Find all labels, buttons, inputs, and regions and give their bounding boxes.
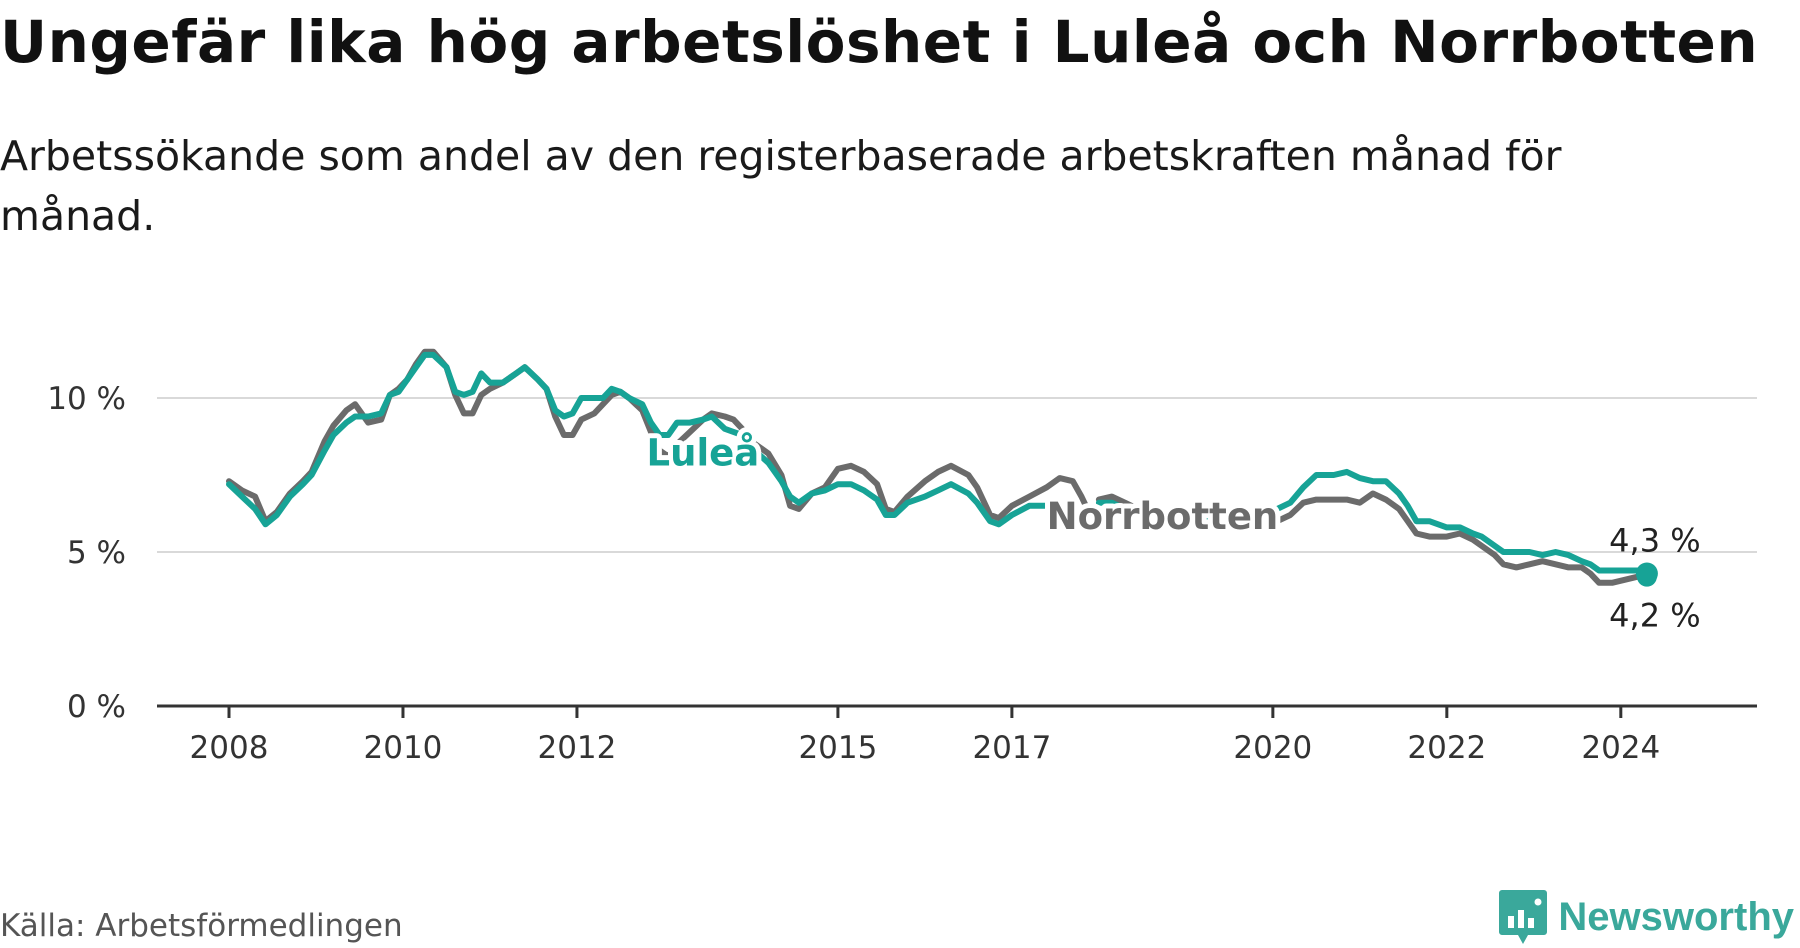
brand-name: Newsworthy [1558, 894, 1794, 939]
x-tick-label: 2015 [798, 730, 877, 766]
end-label-lulea: 4,3 % [1609, 522, 1700, 560]
x-tick-label: 2010 [364, 730, 443, 766]
series-line-lulea [226, 351, 1650, 577]
series-label-lulea: Luleå [647, 431, 760, 474]
x-tick-label: 2024 [1581, 730, 1660, 766]
x-tick-label: 2020 [1233, 730, 1312, 766]
series-line-norrbotten [226, 348, 1650, 586]
series-lines [226, 348, 1658, 587]
page-subtitle: Arbetssökande som andel av den registerb… [0, 132, 1562, 240]
page-title: Ungefär lika hög arbetslöshet i Luleå oc… [0, 8, 1759, 76]
x-tick-label: 2022 [1407, 730, 1486, 766]
x-tick-label: 2017 [972, 730, 1051, 766]
series-label-norrbotten: Norrbotten [1047, 495, 1279, 538]
gridlines [157, 397, 1757, 553]
source-note: Källa: Arbetsförmedlingen [0, 908, 403, 944]
end-label-norrbotten: 4,2 % [1609, 597, 1700, 635]
x-axis [157, 704, 1757, 718]
y-tick-label: 0 % [67, 689, 126, 725]
x-tick-label: 2012 [537, 730, 616, 766]
y-tick-label: 5 % [67, 535, 126, 571]
newsworthy-logo-icon [1499, 890, 1548, 944]
x-tick-label: 2008 [190, 730, 269, 766]
brand-logo: Newsworthy [1498, 888, 1794, 946]
y-tick-label: 10 % [47, 381, 126, 417]
chart-labels: 0 % 5 % 10 % 2008 2010 2012 2015 2017 2020 2022 20… [47, 381, 1700, 766]
end-point-lulea [1635, 562, 1658, 585]
